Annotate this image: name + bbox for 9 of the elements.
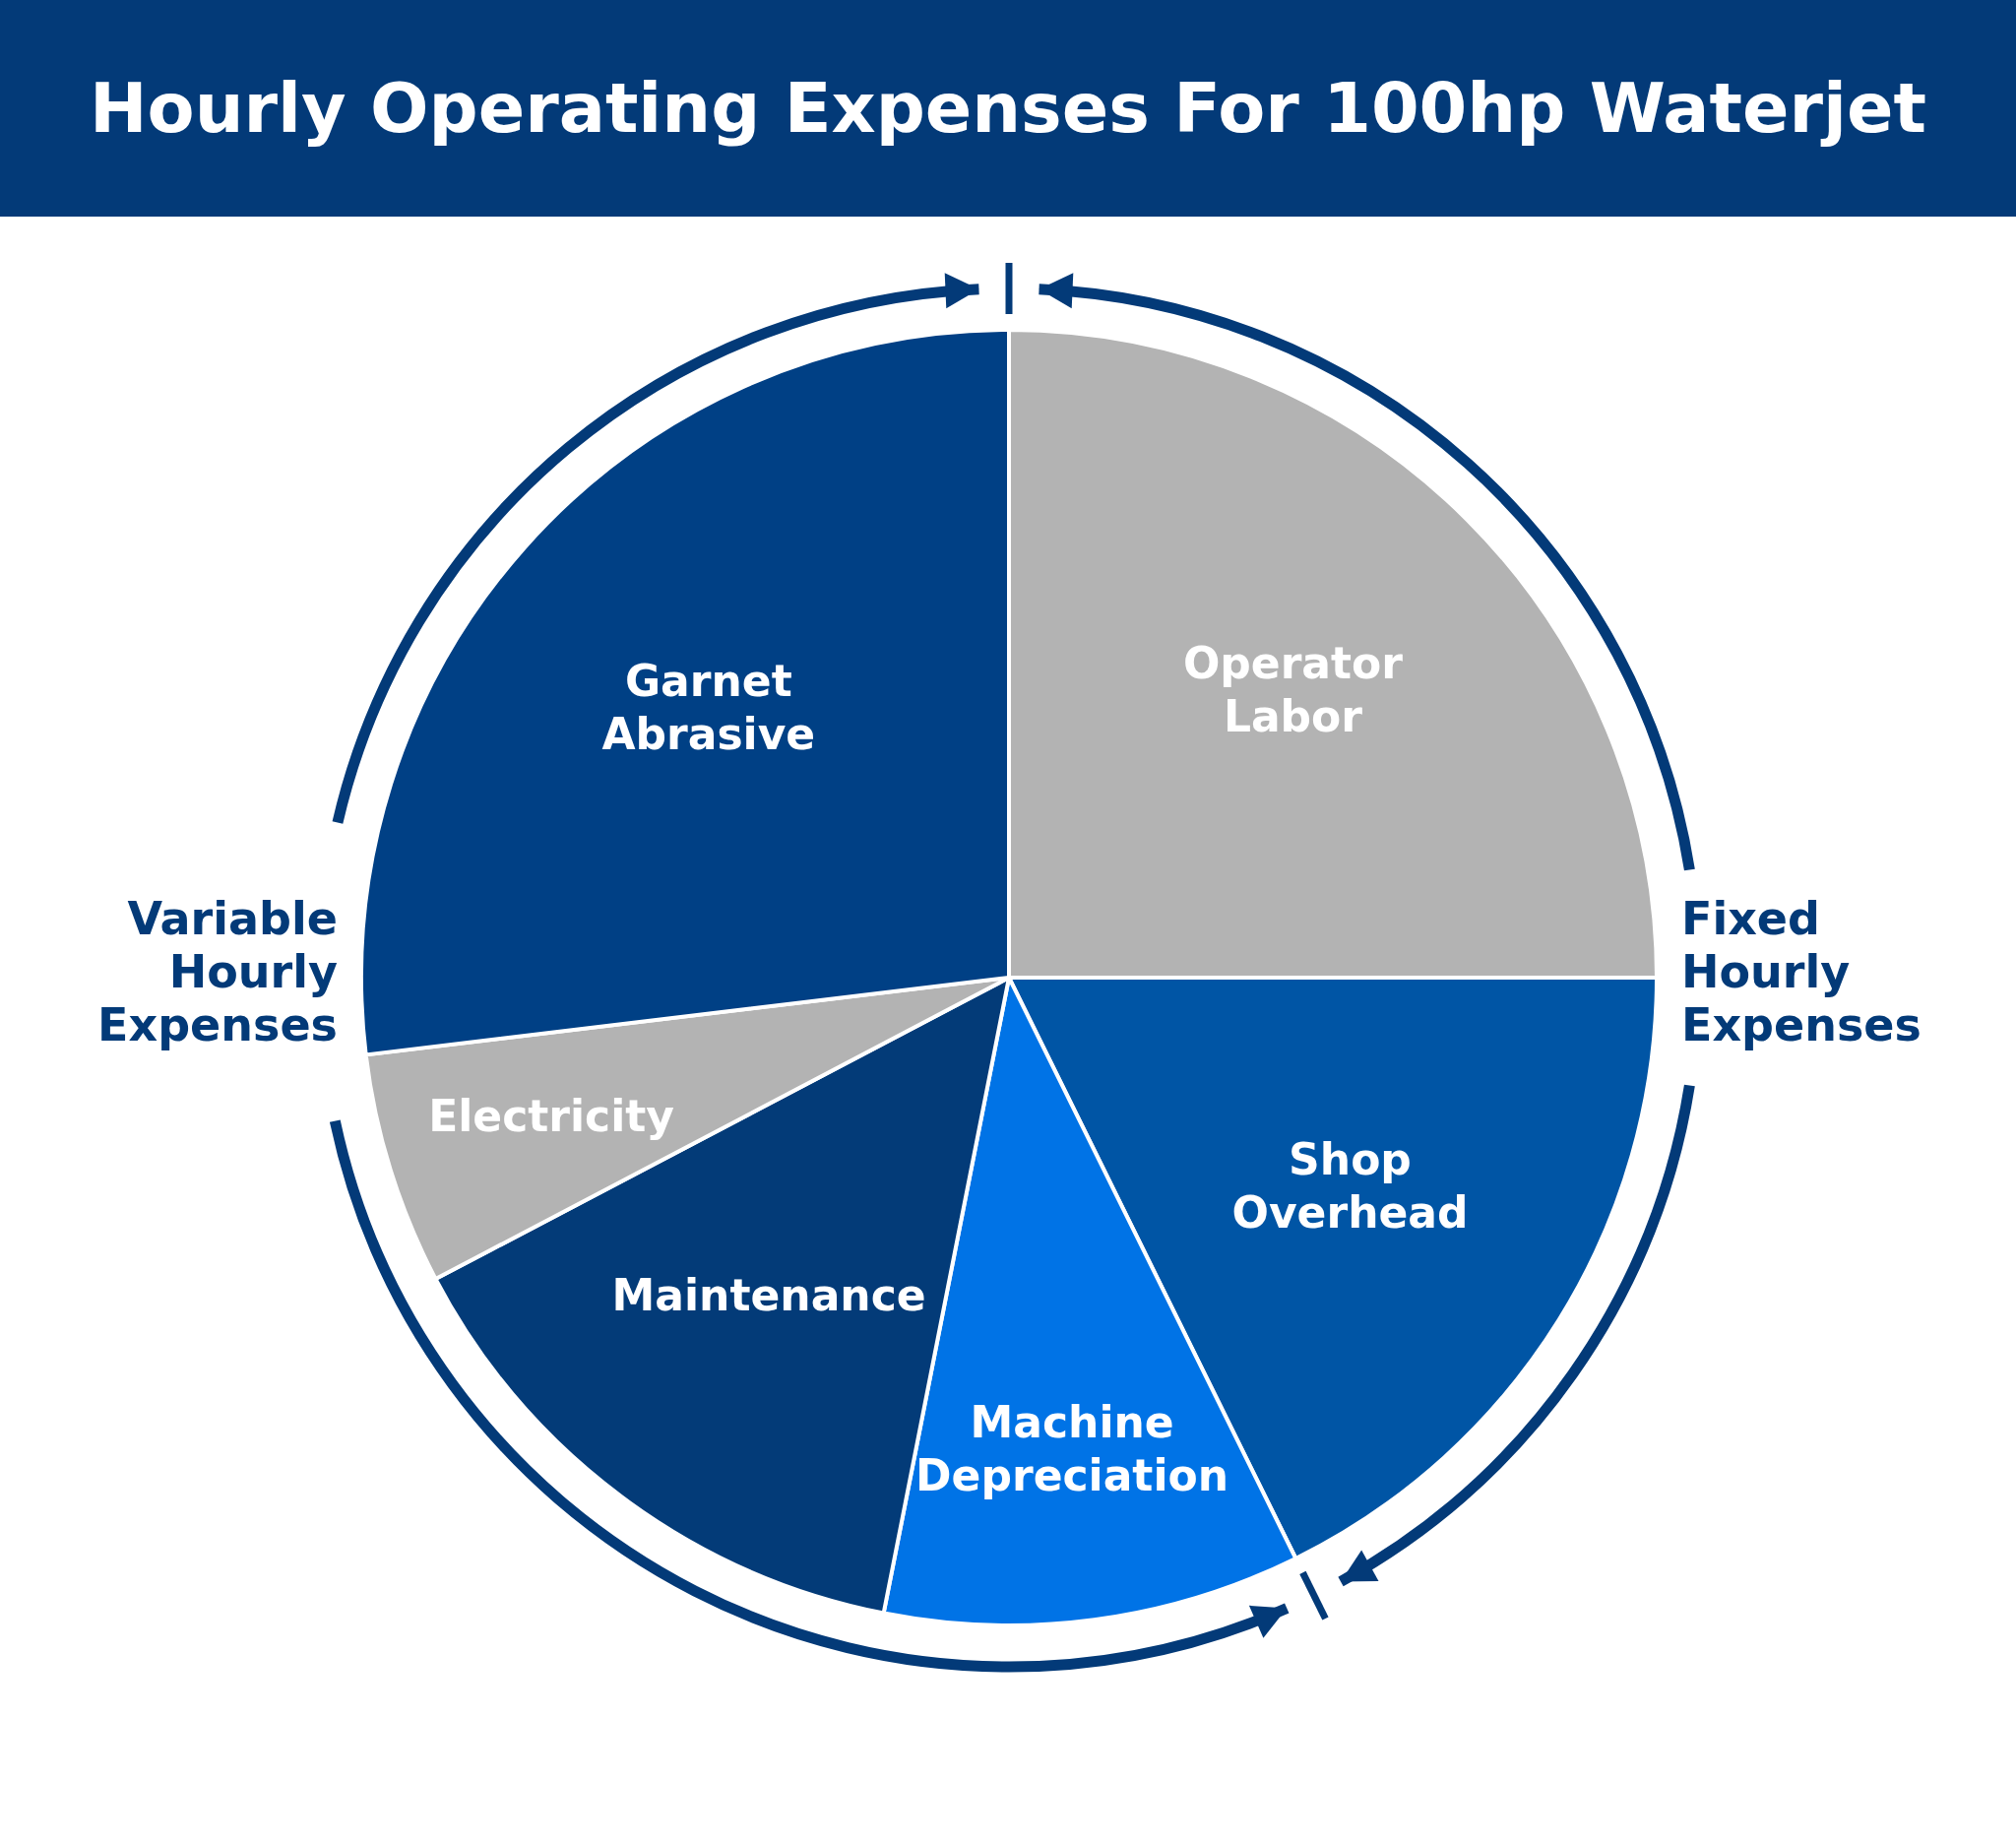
slice-label: Garnet Abrasive xyxy=(601,655,816,759)
slice-label: Maintenance xyxy=(611,1270,926,1321)
slice-label: Machine Depreciation xyxy=(915,1397,1229,1501)
text: Variable Hourly Expenses xyxy=(96,892,338,1051)
slice-label: Operator Labor xyxy=(1182,637,1404,741)
text: Fixed Hourly Expenses xyxy=(1681,892,1922,1051)
slice-label: Electricity xyxy=(428,1091,674,1142)
chart-title: Hourly Operating Expenses For 100hp Waterjet xyxy=(0,0,2016,217)
slice-label: Shop Overhead xyxy=(1231,1133,1469,1238)
